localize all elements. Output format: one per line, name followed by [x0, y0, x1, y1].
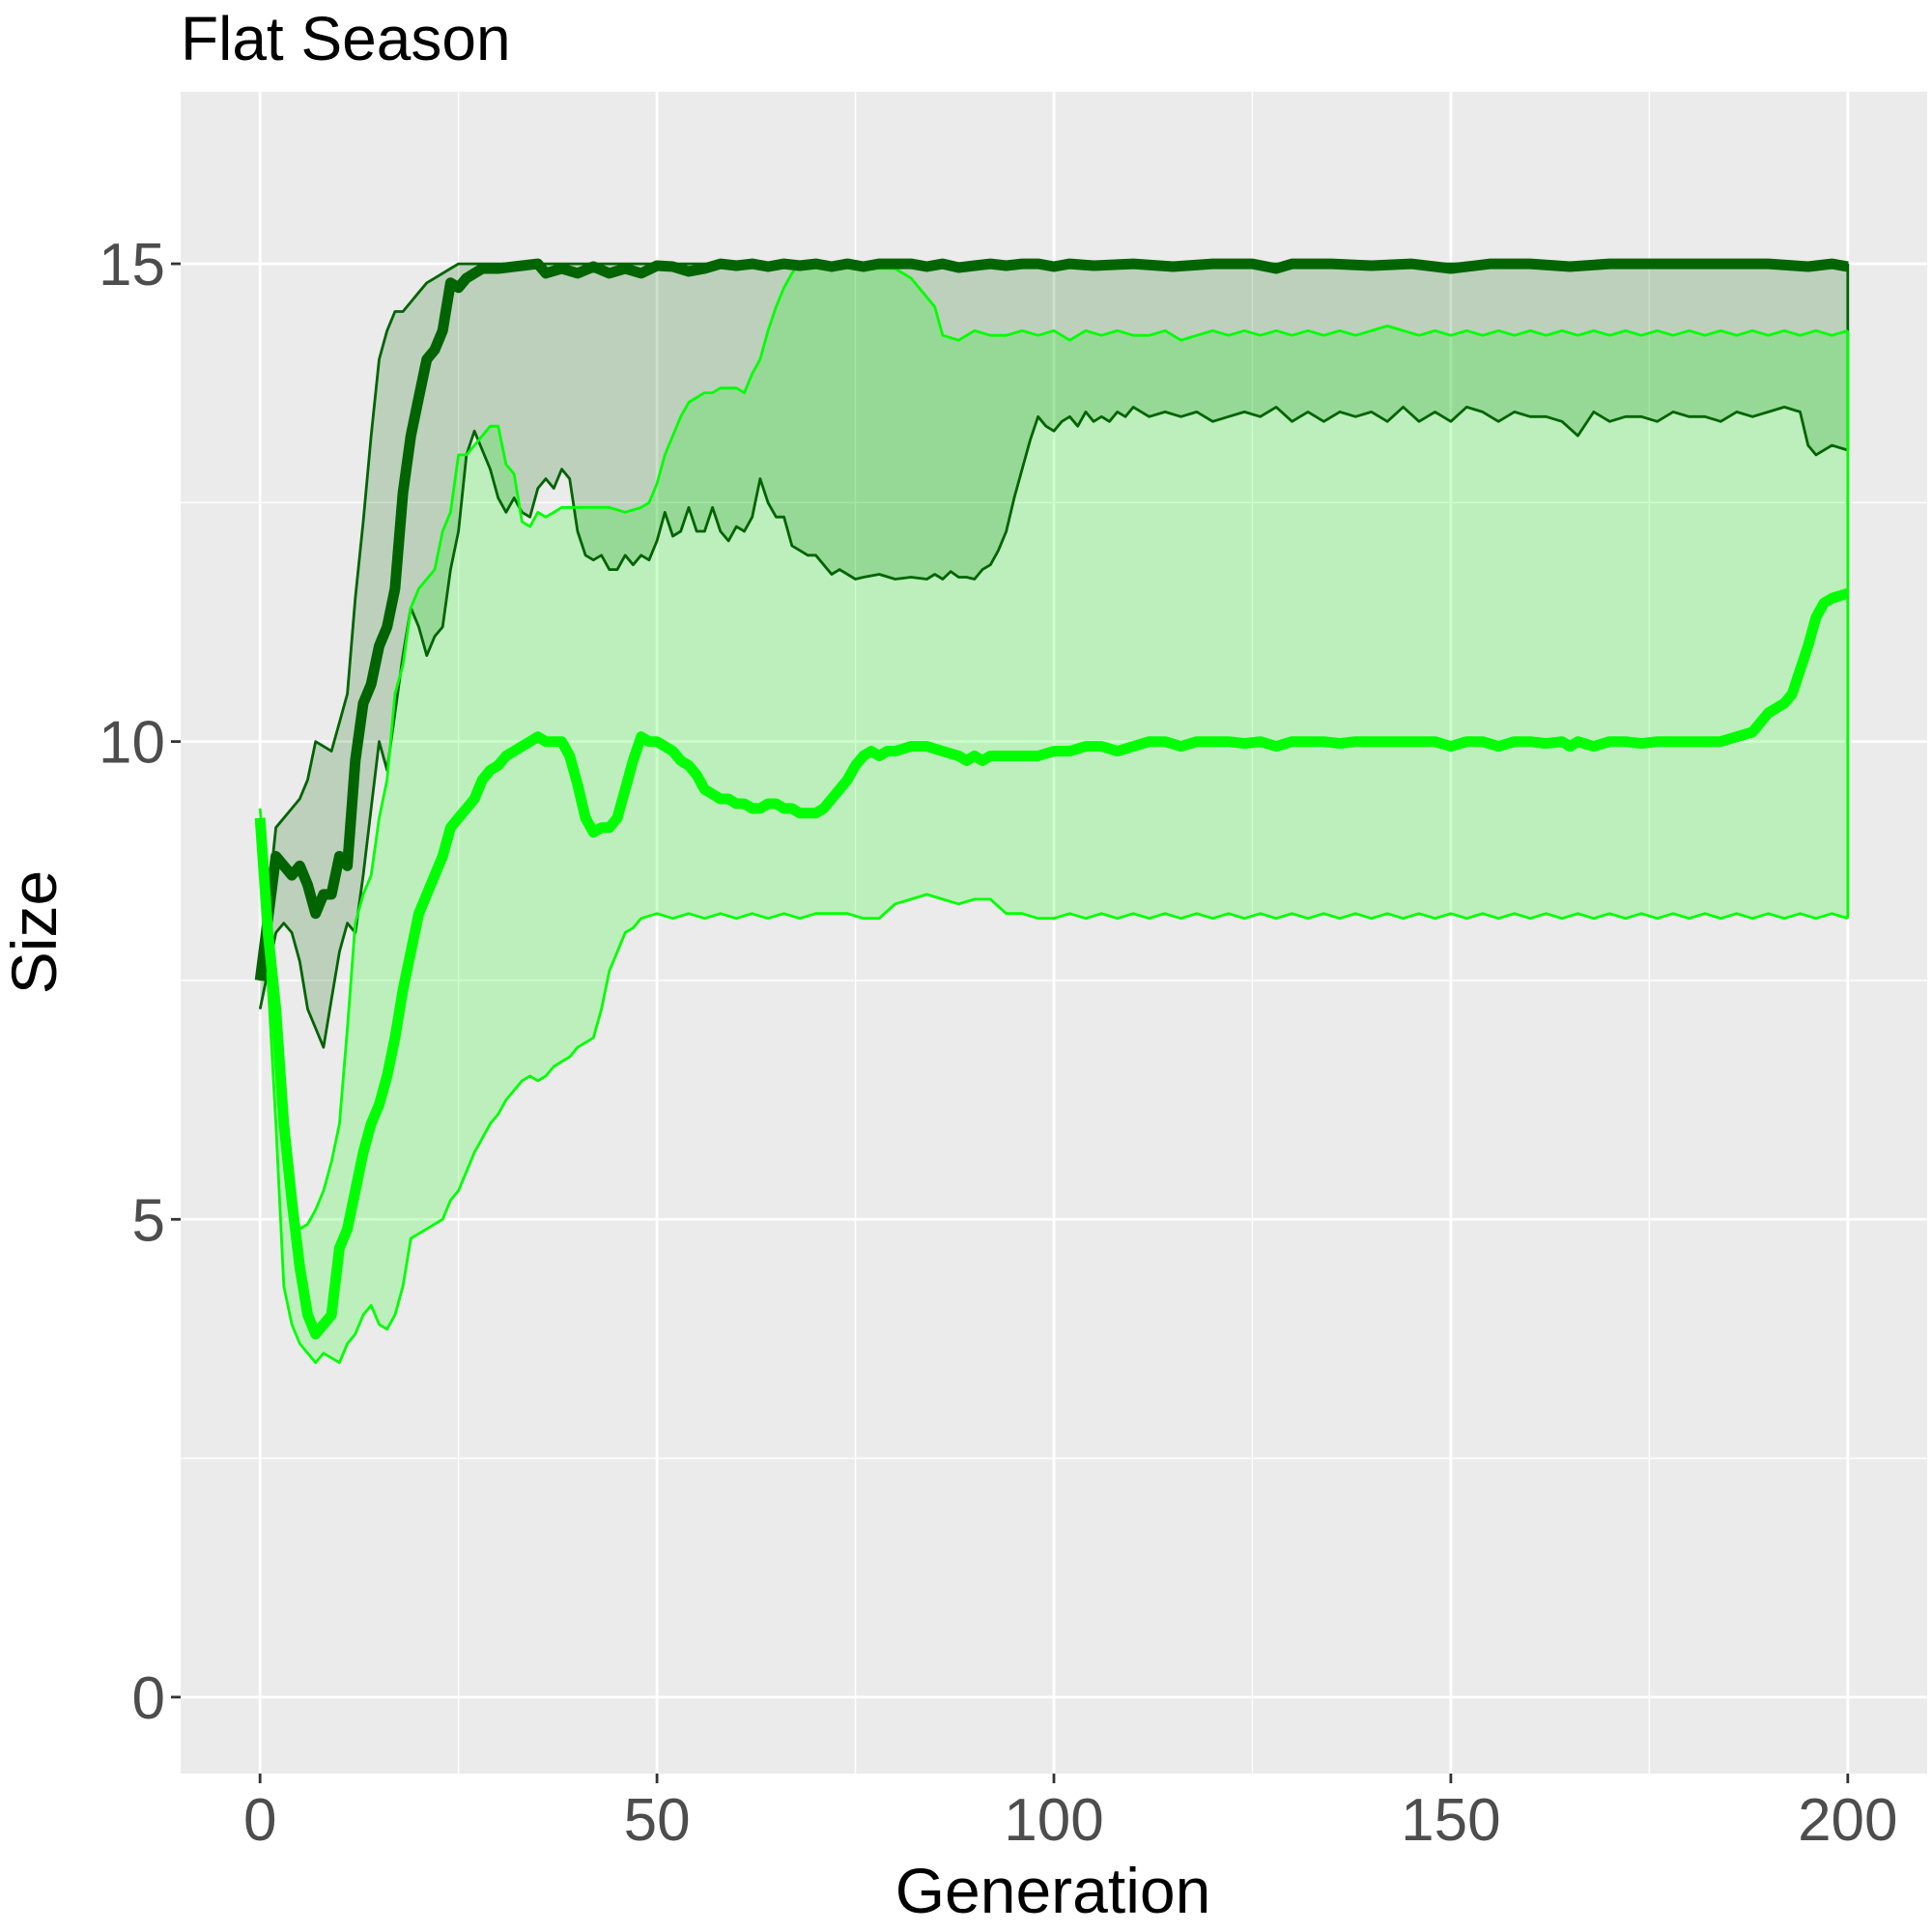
- y-tick-label: 5: [132, 1187, 165, 1254]
- series-1-mean-line: [254, 258, 1849, 981]
- series-2-mean-line: [254, 588, 1850, 1340]
- x-axis: 0 50 100 150 200: [243, 1774, 1898, 1854]
- y-axis: 0 5 10 15: [99, 232, 181, 1732]
- y-axis-title: Size: [0, 870, 70, 994]
- x-tick-label: 100: [1004, 1787, 1103, 1854]
- chart-title: Flat Season: [181, 4, 511, 73]
- x-axis-title: Generation: [895, 1855, 1211, 1926]
- x-tick-label: 200: [1798, 1787, 1897, 1854]
- x-tick-label: 0: [243, 1787, 276, 1854]
- lines: [254, 258, 1850, 1364]
- series-1-ribbon: [260, 264, 1848, 1048]
- y-tick-label: 15: [99, 232, 165, 298]
- y-tick-label: 0: [132, 1665, 165, 1732]
- y-tick-label: 10: [99, 710, 165, 777]
- x-tick-label: 50: [624, 1787, 691, 1854]
- series-2-lower-line: [258, 827, 1849, 1364]
- series-1-lower-line: [258, 405, 1849, 1049]
- x-tick-label: 150: [1401, 1787, 1500, 1854]
